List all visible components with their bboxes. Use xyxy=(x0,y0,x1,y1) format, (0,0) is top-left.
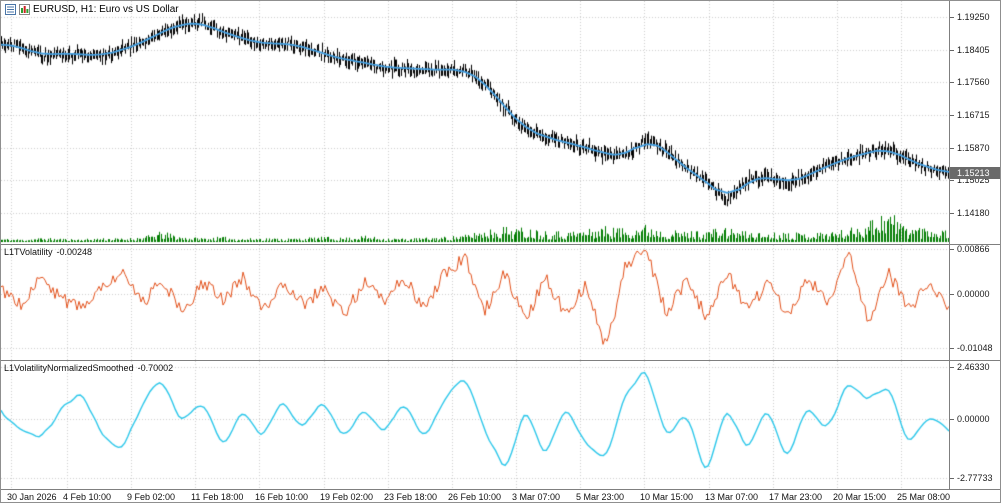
indicator1-scale[interactable]: 0.00866 0.00000 -0.01048 xyxy=(949,244,1000,360)
indicator2-canvas[interactable] xyxy=(1,361,949,489)
mini-candles-icon xyxy=(19,4,30,15)
time-axis-label: 26 Feb 10:00 xyxy=(448,492,502,502)
main-chart-panel[interactable]: EURUSD, H1: Euro vs US Dollar 1.19250 1.1… xyxy=(1,1,1000,244)
scale-tick-label: -0.01048 xyxy=(950,343,993,353)
time-axis-label: 5 Mar 23:00 xyxy=(576,492,625,502)
time-axis-label: 4 Feb 10:00 xyxy=(63,492,112,502)
time-axis-label: 25 Mar 08:00 xyxy=(897,492,951,502)
time-axis-label: 16 Feb 10:00 xyxy=(255,492,309,502)
time-axis-label: 13 Mar 07:00 xyxy=(705,492,759,502)
scale-tick-label: 1.16715 xyxy=(950,110,990,120)
scale-tick-label: -2.77733 xyxy=(950,473,993,483)
scale-tick-label: 1.19250 xyxy=(950,12,990,22)
scale-tick-label: 1.17560 xyxy=(950,77,990,87)
time-axis-label: 10 Mar 15:00 xyxy=(640,492,694,502)
indicator2-label: L1VolatilityNormalizedSmoothed -0.70002 xyxy=(4,363,173,373)
scale-tick-label: 0.00000 xyxy=(950,414,990,424)
time-axis-label: 17 Mar 23:00 xyxy=(769,492,823,502)
indicator1-canvas[interactable] xyxy=(1,245,949,360)
chart-title: EURUSD, H1: Euro vs US Dollar xyxy=(33,4,179,15)
chart-title-bar: EURUSD, H1: Euro vs US Dollar xyxy=(5,4,179,15)
chart-list-icon xyxy=(5,4,16,15)
scale-tick-label: 1.15870 xyxy=(950,143,990,153)
indicator1-value: -0.00248 xyxy=(56,247,93,257)
indicator2-panel[interactable]: L1VolatilityNormalizedSmoothed -0.70002 2… xyxy=(1,360,1000,489)
indicator1-label: L1TVolatility -0.00248 xyxy=(4,247,92,257)
indicator1-panel[interactable]: L1TVolatility -0.00248 0.00866 0.00000 -0.0… xyxy=(1,244,1000,360)
scale-tick-label: 2.46330 xyxy=(950,362,990,372)
scale-tick-label: 1.18405 xyxy=(950,45,990,55)
time-axis-label: 3 Mar 07:00 xyxy=(512,492,561,502)
indicator2-name: L1VolatilityNormalizedSmoothed xyxy=(4,363,134,373)
scale-tick-label: 1.15025 xyxy=(950,175,990,185)
indicator1-name: L1TVolatility xyxy=(4,247,53,257)
last-price-badge: 1.15213 xyxy=(950,167,1000,180)
price-scale[interactable]: 1.19250 1.18405 1.17560 1.16715 1.15870 1.150… xyxy=(949,1,1000,244)
time-axis-label: 23 Feb 18:00 xyxy=(384,492,438,502)
indicator2-value: -0.70002 xyxy=(137,363,174,373)
time-axis-label: 11 Feb 18:00 xyxy=(191,492,244,502)
scale-tick-label: 1.14180 xyxy=(950,208,990,218)
time-axis-label: 9 Feb 02:00 xyxy=(127,492,176,502)
time-axis[interactable]: 30 Jan 2026 4 Feb 10:00 9 Feb 02:00 11 Feb … xyxy=(1,489,1000,502)
time-axis-label: 30 Jan 2026 xyxy=(7,492,57,502)
indicator2-scale[interactable]: 2.46330 0.00000 -2.77733 xyxy=(949,361,1000,489)
time-axis-label: 20 Mar 15:00 xyxy=(833,492,887,502)
scale-tick-label: 0.00000 xyxy=(950,289,990,299)
time-axis-label: 19 Feb 02:00 xyxy=(320,492,374,502)
price-chart-canvas[interactable] xyxy=(1,1,949,244)
scale-tick-label: 0.00866 xyxy=(950,244,990,254)
